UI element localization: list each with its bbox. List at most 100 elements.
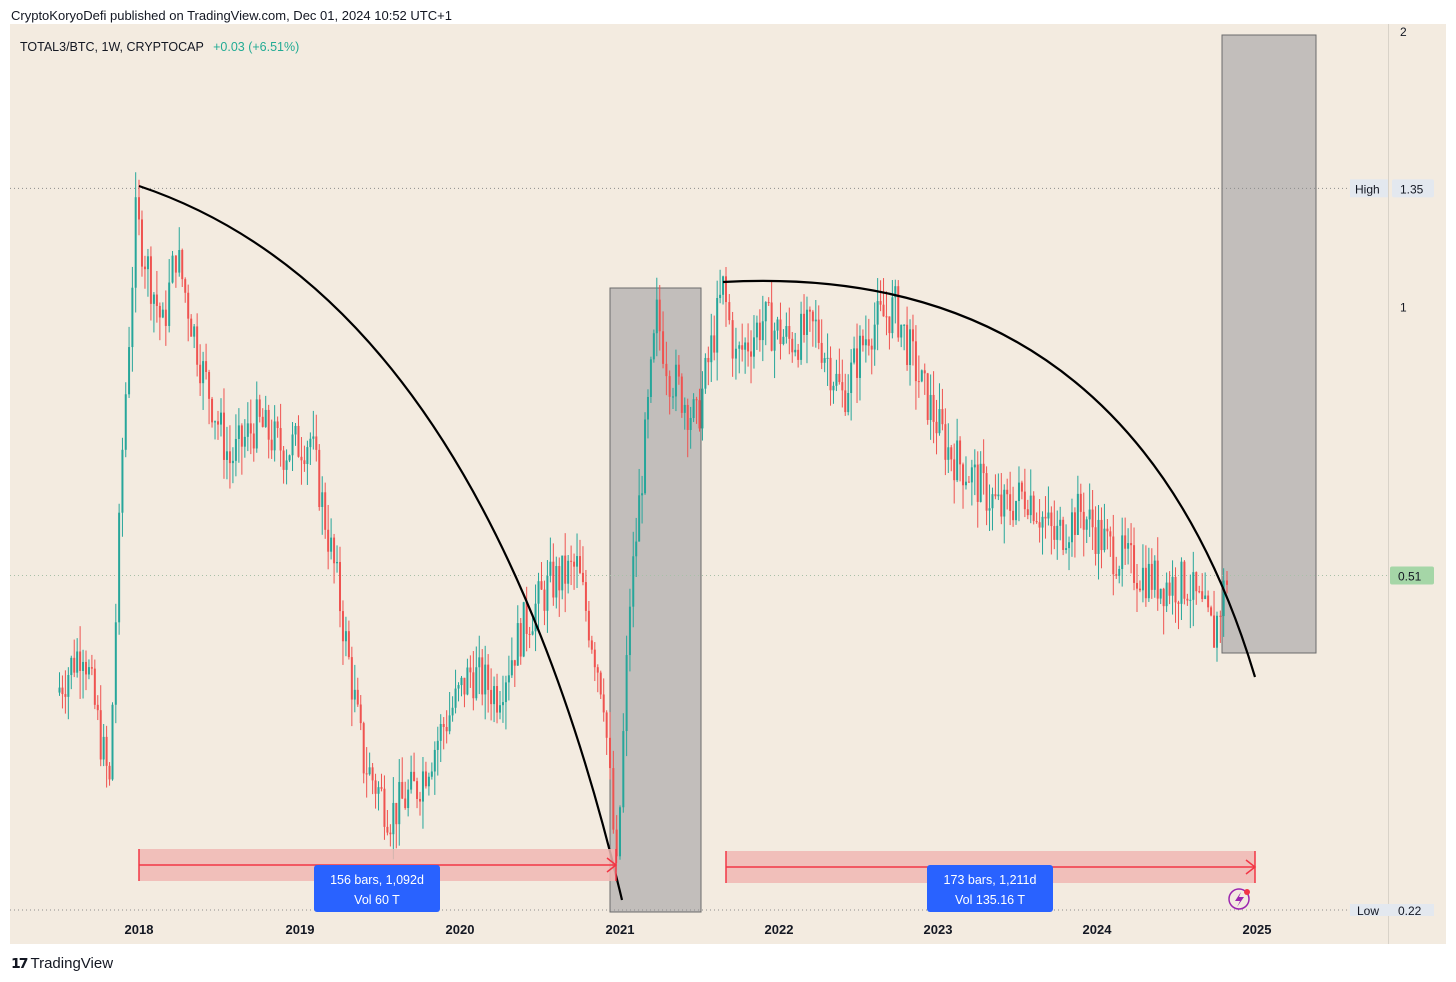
candle-body — [829, 357, 832, 391]
candle-body — [850, 362, 853, 393]
candle-body — [171, 255, 174, 283]
candle-body — [161, 309, 164, 318]
measure-label-1-line2: Vol 60 T — [354, 893, 400, 907]
candle-body — [1141, 567, 1144, 591]
candle-body — [758, 322, 761, 341]
candle-body — [457, 685, 460, 689]
candle-body — [87, 667, 90, 675]
candle-body — [1059, 519, 1062, 526]
candle-body — [93, 668, 96, 705]
candle-body — [105, 736, 108, 766]
symbol-title: TOTAL3/BTC, 1W, CRYPTOCAP — [20, 40, 204, 54]
candle-body — [1124, 535, 1127, 549]
candle-body — [752, 337, 755, 357]
candle-body — [1070, 512, 1073, 543]
candle-body — [973, 464, 976, 468]
candle-body — [861, 335, 864, 346]
candle-body — [1112, 536, 1115, 575]
candle-body — [584, 582, 587, 611]
high-value-badge — [1392, 179, 1434, 198]
candle-body — [612, 768, 615, 830]
candle-body — [478, 657, 481, 668]
x-tick-label: 2020 — [446, 922, 475, 937]
candle-body — [439, 723, 442, 741]
candle-body — [546, 575, 549, 611]
candle-body — [507, 675, 510, 683]
candle-body — [655, 299, 658, 334]
candle-body — [430, 771, 433, 777]
symbol-legend[interactable]: TOTAL3/BTC, 1W, CRYPTOCAP +0.03 (+6.51%) — [20, 40, 299, 54]
candle-body — [231, 460, 234, 464]
candle-body — [261, 416, 264, 427]
candle-body — [635, 541, 638, 557]
candle-body — [1035, 521, 1038, 523]
candle-body — [395, 802, 398, 825]
candle-body — [674, 364, 677, 397]
candle-body — [237, 425, 240, 439]
candle-body — [131, 287, 134, 348]
low-value-text: 0.22 — [1398, 904, 1422, 918]
candle-body — [228, 451, 231, 464]
candle-body — [419, 798, 421, 802]
chart-area[interactable] — [10, 24, 1446, 944]
candle-body — [1133, 545, 1136, 583]
candle-body — [297, 425, 300, 457]
candle-body — [118, 512, 121, 623]
candle-body — [61, 687, 64, 695]
candle-body — [1029, 495, 1032, 516]
measure-label-1: 156 bars, 1,092d Vol 60 T — [314, 865, 440, 912]
low-label-badge — [1350, 904, 1434, 916]
candle-body — [894, 286, 897, 298]
candle-body — [327, 529, 330, 552]
candle-body — [1015, 500, 1018, 521]
candle-body — [976, 464, 979, 502]
candle-body — [128, 347, 131, 395]
candle-body — [1026, 509, 1029, 516]
candle-body — [58, 687, 61, 693]
candle-body — [767, 302, 770, 304]
y-tick-label: 2 — [1400, 25, 1407, 39]
candle-body — [371, 767, 374, 781]
measure-range-2-arrow-head — [1245, 859, 1257, 875]
candle-body — [885, 316, 888, 318]
candle-body — [138, 197, 140, 220]
candle-body — [622, 731, 625, 808]
candle-body — [1144, 567, 1147, 599]
candle-body — [111, 704, 114, 780]
shaded-zone-2025 — [1221, 34, 1317, 654]
candle-body — [914, 341, 917, 382]
candle-body — [835, 373, 838, 386]
candle-body — [124, 394, 127, 450]
candle-body — [1213, 615, 1216, 648]
candle-body — [134, 197, 137, 288]
candle-body — [944, 424, 947, 460]
candle-body — [755, 322, 758, 338]
candle-body — [876, 301, 879, 325]
candle-body — [531, 631, 534, 635]
candle-body — [1207, 595, 1210, 608]
candle-body — [528, 633, 531, 635]
candle-body — [1165, 582, 1168, 607]
candle-body — [803, 313, 806, 335]
candle-body — [967, 481, 970, 483]
candle-body — [347, 631, 350, 658]
candle-body — [1020, 482, 1023, 492]
candle-body — [1085, 519, 1088, 530]
candle-body — [1053, 526, 1056, 540]
candle-body — [279, 428, 282, 451]
candle-body — [625, 655, 628, 732]
candle-body — [1168, 582, 1171, 596]
candle-body — [466, 667, 469, 695]
candle-body — [276, 421, 279, 429]
x-tick-label: 2021 — [606, 922, 635, 937]
candle-body — [407, 789, 410, 809]
candle-body — [882, 304, 885, 317]
candle-body — [1192, 572, 1195, 600]
tradingview-logo[interactable]: 𝟭𝟳 TradingView — [11, 955, 113, 972]
candle-body — [935, 421, 938, 434]
candle-body — [1159, 588, 1162, 599]
candle-body — [870, 345, 873, 350]
candle-body — [149, 256, 152, 304]
candle-body — [1198, 591, 1201, 593]
candle-body — [513, 660, 516, 666]
